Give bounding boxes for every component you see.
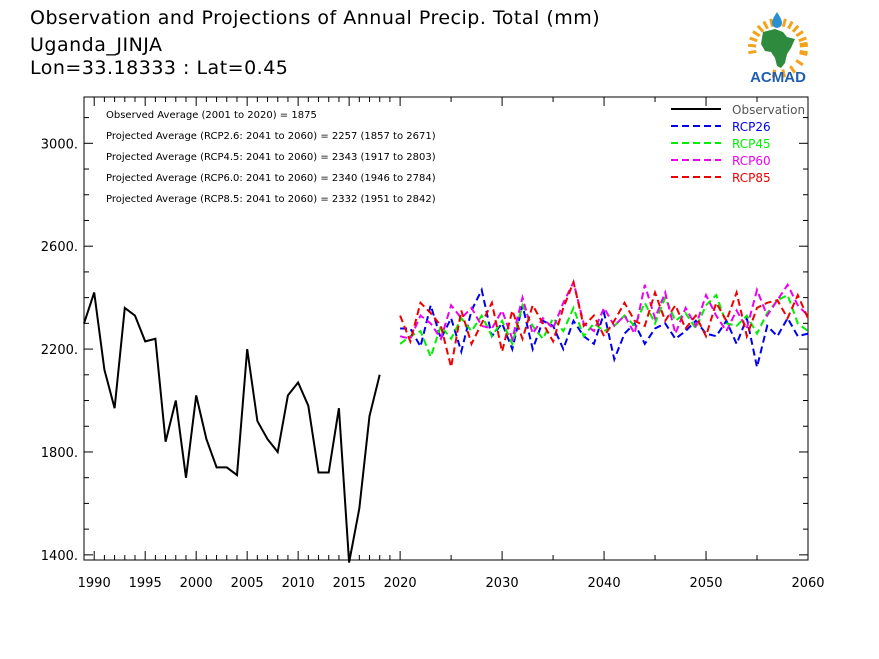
x-tick-label: 2005 <box>231 576 264 591</box>
sun-ray <box>789 65 797 74</box>
x-tick-label: 2020 <box>384 576 417 591</box>
sun-ray <box>762 20 769 30</box>
series-line-rcp26 <box>400 286 809 368</box>
y-tick-label: 2600. <box>41 240 78 255</box>
annotation-text: Projected Average (RCP4.5: 2041 to 2060)… <box>106 152 436 163</box>
y-tick-label: 1800. <box>41 446 78 461</box>
axis-ticks <box>84 97 809 560</box>
sun-ray <box>795 30 804 38</box>
x-tick-label: 2060 <box>791 576 824 591</box>
acmad-logo: ACMAD <box>747 12 809 86</box>
annotation-text: Projected Average (RCP2.6: 2041 to 2060)… <box>106 131 436 142</box>
acmad-logo-text: ACMAD <box>750 69 806 86</box>
x-tick-label: 2010 <box>282 576 315 591</box>
legend-label: RCP26 <box>732 120 771 134</box>
series-line-observation <box>83 292 381 563</box>
sun-ray <box>795 59 804 67</box>
legend-label: RCP85 <box>732 171 771 185</box>
y-tick-label: 1400. <box>41 549 78 564</box>
x-axis-labels: 1990 1995 2000 2005 2010 2015 2020 2030 2040 2050… <box>78 576 825 591</box>
series-line-rcp85 <box>399 278 809 368</box>
africa-map-icon <box>761 29 795 68</box>
sun-ray <box>787 20 794 30</box>
sun-ray <box>769 18 775 28</box>
y-tick-label: 3000. <box>41 137 78 152</box>
x-tick-label: 2030 <box>486 576 519 591</box>
water-drop-icon <box>772 12 782 28</box>
data-series <box>83 278 809 563</box>
sun-ray <box>799 51 808 57</box>
chart-legend: Observation RCP26 RCP45 RCP60 RCP85 <box>671 103 805 185</box>
annotation-text: Observed Average (2001 to 2020) = 1875 <box>106 110 317 121</box>
sun-ray <box>752 30 761 38</box>
sun-ray <box>799 41 808 47</box>
sun-ray <box>747 43 757 48</box>
legend-label: Observation <box>732 103 805 117</box>
annotation-text: Projected Average (RCP8.5: 2041 to 2060)… <box>106 194 436 205</box>
x-tick-label: 2050 <box>689 576 722 591</box>
sun-ray <box>756 24 765 33</box>
x-tick-label: 2040 <box>588 576 621 591</box>
legend-label: RCP60 <box>732 154 771 168</box>
sun-ray <box>799 43 809 48</box>
series-line-rcp45 <box>399 293 809 360</box>
sun-ray <box>798 36 807 43</box>
sun-ray <box>749 36 758 43</box>
x-tick-label: 1990 <box>78 576 111 591</box>
y-tick-label: 2200. <box>41 343 78 358</box>
station-name: Uganda_JINJA <box>30 34 163 56</box>
plot-frame <box>83 96 809 561</box>
sun-ray <box>748 49 757 55</box>
station-coordinates: Lon=33.18333 : Lat=0.45 <box>30 57 289 79</box>
sun-ray <box>791 24 800 33</box>
legend-label: RCP45 <box>732 137 771 151</box>
x-tick-label: 2015 <box>333 576 366 591</box>
annotation-text: Projected Average (RCP6.0: 2041 to 2060)… <box>106 173 436 184</box>
sun-ray <box>781 69 787 78</box>
x-tick-label: 2000 <box>180 576 213 591</box>
y-axis-labels: 1400. 1800. 2200. 2600. 3000. <box>41 137 78 564</box>
chart-annotations: Observed Average (2001 to 2020) = 1875 Pr… <box>106 110 436 205</box>
sun-ray <box>771 69 777 78</box>
x-tick-label: 1995 <box>129 576 162 591</box>
sun-ray <box>781 18 787 28</box>
chart-title: Observation and Projections of Annual Pr… <box>30 7 601 29</box>
